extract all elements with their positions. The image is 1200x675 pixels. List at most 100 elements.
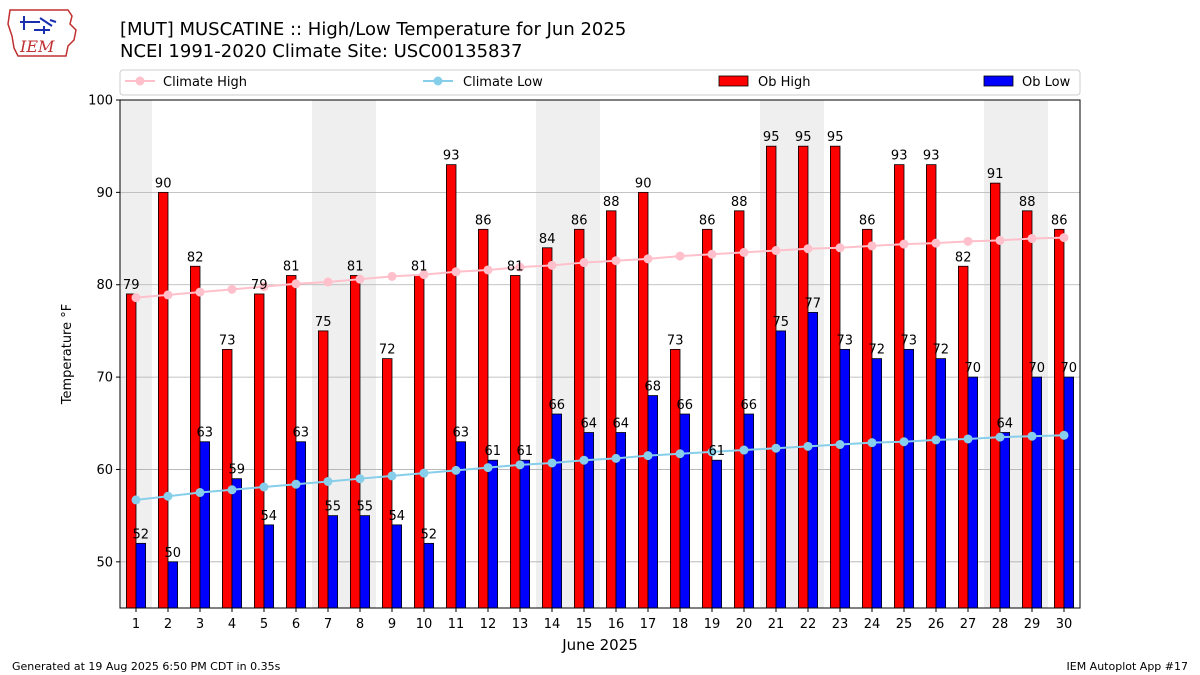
climate-high-point-24 [867,241,877,251]
ob-low-bar-13 [519,459,531,609]
x-tick-label-14: 14 [544,617,561,632]
ob-high-bar-6 [285,275,297,609]
ob-low-bar-6 [295,441,307,609]
ob-low-bar-17 [647,395,659,609]
climate-high-point-9 [387,271,397,281]
x-tick-label-27: 27 [960,617,977,632]
y-tick-label-60: 60 [96,463,113,478]
logo-text: IEM [19,37,55,56]
ob-low-value-19: 61 [709,444,726,459]
ob-high-bar-25 [894,164,905,609]
weather-station-icon [20,16,57,34]
climate-high-point-17 [643,254,653,264]
ob-low-bar-25 [903,348,915,609]
climate-high-point-7 [323,277,333,287]
ob-low-value-13: 61 [517,444,534,459]
ob-low-value-1: 52 [133,527,150,542]
ob-high-bar-8 [349,275,361,609]
climate-high-point-22 [803,244,813,254]
ob-high-value-1: 79 [123,278,140,293]
x-tick-label-13: 13 [512,617,529,632]
ob-low-bar-23 [839,348,851,609]
ob-low-value-5: 54 [261,509,278,524]
climate-high-point-18 [675,251,685,261]
climate-high-point-3 [195,287,205,297]
climate-high-point-19 [707,249,717,259]
climate-low-point-9 [387,471,397,481]
y-axis-label: Temperature °F [60,304,75,405]
climate-low-point-28 [995,432,1005,442]
ob-low-bar-14 [551,413,563,609]
ob-low-value-14: 66 [549,398,566,413]
ob-high-value-11: 93 [443,149,460,164]
ob-low-bar-30 [1063,376,1075,609]
x-tick-label-12: 12 [480,617,497,632]
legend-item-climate-high: Climate High [125,75,247,90]
climate-high-point-23 [835,243,845,253]
ob-low-value-27: 70 [965,361,982,376]
ob-low-value-3: 63 [197,426,214,441]
ob-high-value-18: 73 [667,333,684,348]
bar-value-labels: 79 52 90 50 82 63 73 59 79 54 81 63 75 55 81 55 72 54 81 52… [123,130,1077,561]
ob-low-bar-1 [135,542,147,609]
iem-logo: IEM [7,9,77,57]
climate-low-point-12 [483,463,493,473]
ob-low-value-6: 63 [293,426,310,441]
climate-low-point-14 [547,458,557,468]
legend-label-climate-low: Climate Low [463,75,543,90]
x-tick-label-25: 25 [896,617,913,632]
climate-low-point-20 [739,445,749,455]
ob-low-value-15: 64 [581,417,598,432]
x-axis-ticks: 1 2 3 4 5 6 7 8 9 10 11 12 13 14 15 16 17 18 19 20 21 22 23 24 2… [132,608,1072,632]
ob-low-value-20: 66 [741,398,758,413]
climate-lines [131,233,1069,505]
ob-high-value-28: 91 [987,167,1004,182]
ob-low-bar-28 [999,432,1011,609]
ob-low-value-2: 50 [165,546,182,561]
x-tick-label-8: 8 [356,617,364,632]
ob-low-value-30: 70 [1061,361,1078,376]
ob-low-value-25: 73 [901,333,918,348]
climate-high-point-13 [515,262,525,272]
climate-high-point-15 [579,258,589,268]
climate-high-point-8 [355,274,365,284]
climate-low-point-4 [227,485,237,495]
y-axis-ticks: 50 60 70 80 90 100 [88,94,120,570]
climate-low-point-1 [131,495,141,505]
climate-low-point-15 [579,455,589,465]
ob-high-value-3: 82 [187,250,204,265]
ob-high-value-20: 88 [731,195,748,210]
ob-low-value-29: 70 [1029,361,1046,376]
ob-high-value-10: 81 [411,259,428,274]
climate-low-point-5 [259,482,269,492]
ob-high-value-21: 95 [763,130,780,145]
climate-low-point-27 [963,434,973,444]
x-tick-label-6: 6 [292,617,300,632]
plot-frame [119,99,1081,609]
legend-frame [119,69,1081,96]
x-tick-label-28: 28 [992,617,1009,632]
ob-high-bar-23 [830,145,841,609]
ob-high-value-6: 81 [283,259,300,274]
climate-low-point-16 [611,453,621,463]
ob-low-bar-4 [231,478,243,609]
ob-low-bar-2 [167,561,179,609]
climate-low-point-11 [451,465,461,475]
ob-high-value-9: 72 [379,343,396,358]
climate-high-point-16 [611,256,621,266]
x-tick-label-19: 19 [704,617,721,632]
ob-high-value-25: 93 [891,149,908,164]
ob-high-value-30: 86 [1051,213,1068,228]
ob-high-value-23: 95 [827,130,844,145]
climate-high-point-10 [419,270,429,280]
ob-high-value-4: 73 [219,333,236,348]
ob-high-bar-19 [702,228,713,609]
x-tick-label-15: 15 [576,617,593,632]
ob-low-bar-7 [327,515,339,609]
ob-high-value-15: 86 [571,213,588,228]
climate-low-point-13 [515,460,525,470]
legend-item-ob-low: Ob Low [983,75,1071,90]
footer-app: IEM Autoplot App #17 [1067,660,1189,673]
ob-low-bar-12 [487,459,499,609]
x-tick-label-17: 17 [640,617,657,632]
